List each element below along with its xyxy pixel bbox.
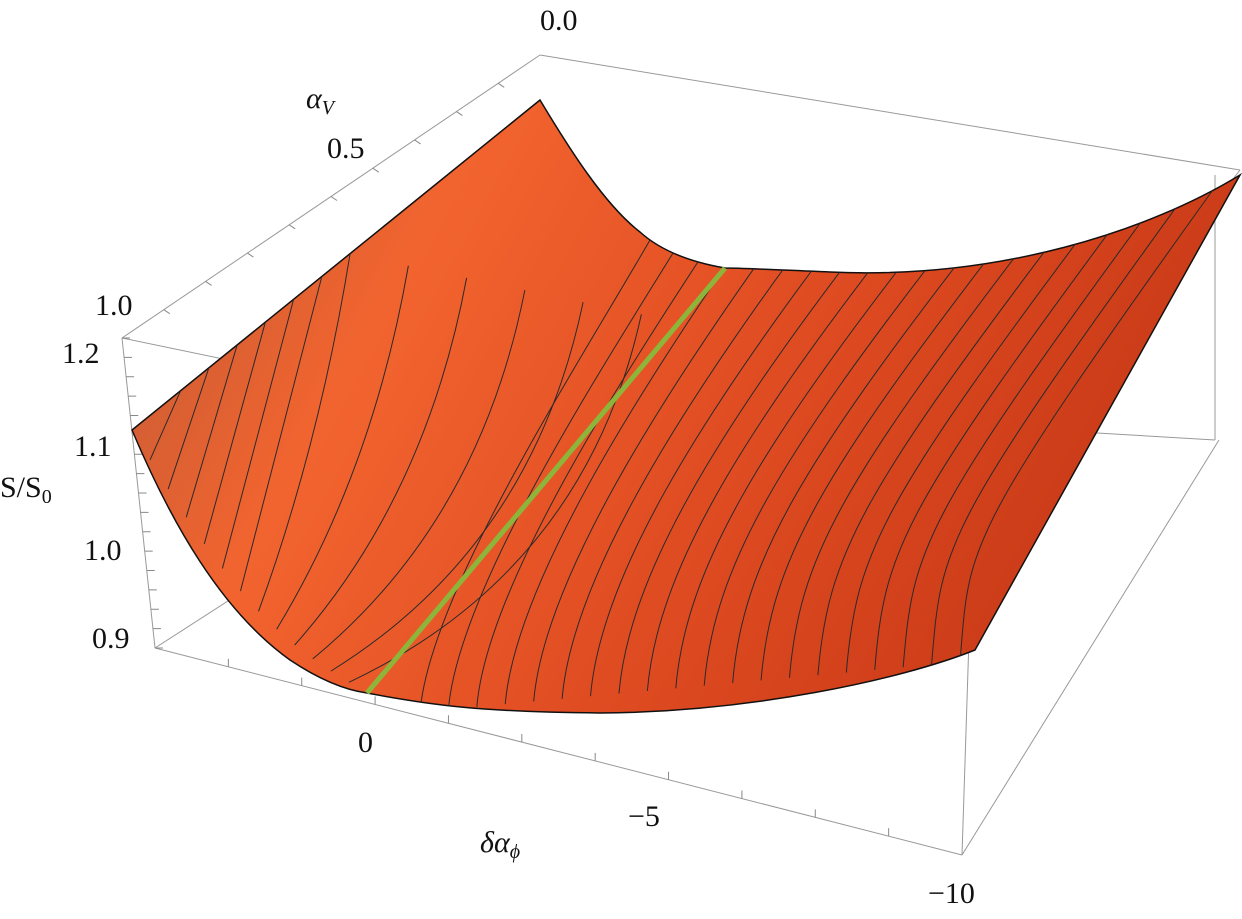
box-edge <box>539 54 1241 171</box>
axis-tick <box>414 139 421 145</box>
contour-line <box>902 195 1161 668</box>
contour-line <box>959 179 1221 663</box>
x-tick-label: −5 <box>628 800 660 833</box>
axis-tick <box>163 309 171 315</box>
contour-line <box>675 241 921 689</box>
contour-line <box>874 203 1131 670</box>
x-axis-line <box>154 647 963 856</box>
contour-line <box>533 245 771 702</box>
contour-line <box>931 187 1191 665</box>
axis-tick <box>330 196 338 201</box>
contour-line <box>419 239 651 713</box>
contour-line <box>845 210 1101 673</box>
z-axis-label: S/S0 <box>0 471 52 508</box>
contour-line <box>760 229 1011 681</box>
contour-line <box>732 234 981 684</box>
contour-line <box>703 238 951 686</box>
axis-tick <box>456 111 463 117</box>
y-tick-label: 0.5 <box>327 132 365 165</box>
contour-line <box>258 253 351 612</box>
z-tick-label: 0.9 <box>92 622 130 655</box>
y-tick-label: 1.0 <box>95 289 133 322</box>
axis-tick <box>288 224 296 230</box>
contour-line <box>504 244 741 705</box>
axis-tick <box>247 252 254 258</box>
contour-line <box>294 277 468 646</box>
contour-line <box>185 344 238 518</box>
contour-lines <box>149 179 1221 713</box>
highlight-line <box>365 266 727 695</box>
contour-line <box>167 367 210 490</box>
contour-line <box>618 245 861 694</box>
surface <box>131 98 1242 714</box>
contour-line <box>149 390 182 461</box>
contour-line <box>276 265 409 630</box>
contour-line <box>221 299 295 569</box>
contour-line <box>561 245 801 699</box>
contour-line <box>203 321 266 544</box>
contour-line <box>447 241 681 710</box>
contour-line <box>239 276 323 592</box>
x-axis-label: δαϕ <box>480 826 520 863</box>
axis-tick <box>497 82 505 88</box>
contour-line <box>646 243 891 691</box>
contour-line <box>788 223 1041 678</box>
axis-tick <box>372 167 380 173</box>
contour-line <box>476 243 711 707</box>
z-tick-label: 1.2 <box>62 337 100 370</box>
contour-line <box>330 302 584 672</box>
z-tick-label: 1.0 <box>84 534 122 567</box>
z-tick-label: 1.1 <box>74 430 112 463</box>
y-tick-label: 0.0 <box>540 4 578 37</box>
x-tick-label: −10 <box>928 877 975 910</box>
box-edge <box>961 439 1220 856</box>
contour-line <box>312 289 526 660</box>
y-axis-label: αV <box>306 82 337 119</box>
contour-line <box>590 245 831 697</box>
x-tick-label: 0 <box>358 726 373 759</box>
axis-tick <box>205 280 212 286</box>
contour-line <box>348 314 642 683</box>
contour-line <box>817 217 1071 676</box>
